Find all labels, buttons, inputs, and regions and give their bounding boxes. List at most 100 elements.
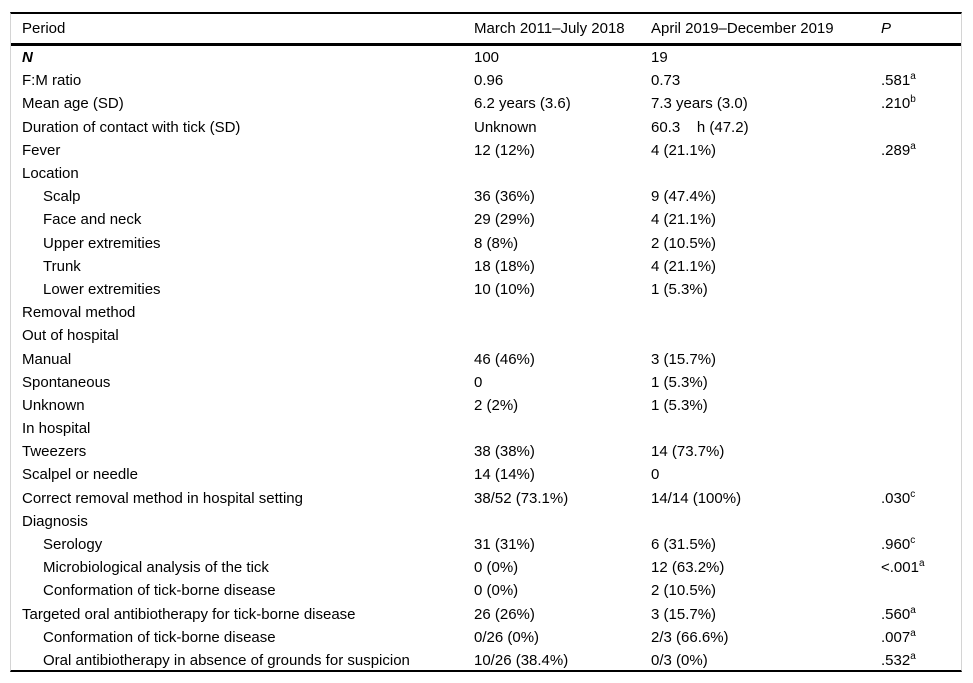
value-period-2: 60.3 h (47.2): [651, 118, 749, 136]
value-period-2: [651, 162, 881, 185]
p-value: .532a: [881, 650, 916, 669]
value-period-1: 31 (31%): [474, 536, 535, 554]
value-period-1: [474, 510, 651, 533]
row-label: Mean age (SD): [22, 95, 124, 113]
row-label: Unknown: [22, 396, 85, 414]
row-label: Correct removal method in hospital setti…: [22, 489, 303, 507]
value-period-2: 14/14 (100%): [651, 489, 742, 507]
row-label: Microbiological analysis of the tick: [43, 559, 269, 577]
row-label: Location: [22, 165, 79, 183]
table-row: Scalp 36 (36%) 9 (47.4%): [11, 185, 961, 208]
row-label: Conformation of tick-borne disease: [43, 628, 276, 646]
value-period-2: 0.73: [651, 72, 681, 90]
table-row: Manual 46 (46%) 3 (15.7%): [11, 347, 961, 370]
table-header: Period March 2011–July 2018 April 2019–D…: [11, 14, 961, 46]
value-period-2: 4 (21.1%): [651, 211, 717, 229]
p-value: .210b: [881, 94, 916, 113]
p-value-footnote-marker: a: [910, 604, 916, 616]
value-period-1: 14 (14%): [474, 466, 535, 484]
p-value: .960c: [881, 535, 916, 554]
table-row: Correct removal method in hospital setti…: [11, 487, 961, 510]
value-period-1: [474, 417, 651, 440]
header-row: Period March 2011–July 2018 April 2019–D…: [11, 14, 961, 46]
table-row: Serology 31 (31%) 6 (31.5%) .960c: [11, 533, 961, 556]
value-period-1: 0/26 (0%): [474, 628, 540, 646]
value-period-2: 9 (47.4%): [651, 188, 717, 206]
table-row: Trunk 18 (18%) 4 (21.1%): [11, 255, 961, 278]
value-period-2: 1 (5.3%): [651, 280, 708, 298]
p-value-footnote-marker: a: [910, 71, 916, 83]
row-label: Conformation of tick-borne disease: [43, 582, 276, 600]
table-row: Conformation of tick-borne disease 0/26 (…: [11, 626, 961, 649]
value-period-1: 2 (2%): [474, 396, 519, 414]
row-label: N: [22, 49, 33, 67]
p-value: [881, 208, 961, 231]
p-value: [881, 440, 961, 463]
table-row: Lower extremities 10 (10%) 1 (5.3%): [11, 278, 961, 301]
p-value-footnote-marker: b: [910, 94, 916, 106]
row-label: Spontaneous: [22, 373, 111, 391]
p-value-footnote-marker: a: [910, 140, 916, 152]
p-value: <.001a: [881, 558, 925, 577]
table-row: Face and neck 29 (29%) 4 (21.1%): [11, 208, 961, 231]
value-period-1: [474, 324, 651, 347]
row-label: Out of hospital: [22, 327, 119, 345]
value-period-1: 38/52 (73.1%): [474, 489, 569, 507]
table-row: Tweezers 38 (38%) 14 (73.7%): [11, 440, 961, 463]
value-period-2: [651, 510, 881, 533]
p-value: [881, 45, 961, 70]
col-header-period: Period: [11, 14, 474, 46]
value-period-1: 46 (46%): [474, 350, 535, 368]
table-row: Duration of contact with tick (SD) Unknow…: [11, 116, 961, 139]
row-label: Lower extremities: [43, 280, 161, 298]
row-label: Scalp: [43, 188, 81, 206]
value-period-1: 0 (0%): [474, 559, 519, 577]
row-label: Targeted oral antibiotherapy for tick-bo…: [22, 605, 356, 623]
row-label: F:M ratio: [22, 72, 82, 90]
value-period-1: 29 (29%): [474, 211, 535, 229]
value-period-2: 6 (31.5%): [651, 536, 717, 554]
value-period-2: 19: [651, 49, 668, 67]
p-value: [881, 185, 961, 208]
table-row: In hospital: [11, 417, 961, 440]
p-value: [881, 278, 961, 301]
table-row: Spontaneous 0 1 (5.3%): [11, 371, 961, 394]
p-value: .581a: [881, 71, 916, 90]
value-period-2: 7.3 years (3.0): [651, 95, 748, 113]
row-label: In hospital: [22, 420, 91, 438]
value-period-2: 4 (21.1%): [651, 141, 717, 159]
value-period-1: 0 (0%): [474, 582, 519, 600]
value-period-1: 10 (10%): [474, 280, 535, 298]
p-value: [881, 347, 961, 370]
p-value-footnote-marker: a: [918, 558, 925, 570]
value-period-2: [651, 301, 881, 324]
table-row: Diagnosis: [11, 510, 961, 533]
value-period-1: 100: [474, 49, 500, 67]
p-value: [881, 463, 961, 486]
table-row: Unknown 2 (2%) 1 (5.3%): [11, 394, 961, 417]
value-period-2: 2 (10.5%): [651, 234, 717, 252]
p-value: [881, 116, 961, 139]
value-period-2: 2 (10.5%): [651, 582, 717, 600]
value-period-1: 18 (18%): [474, 257, 535, 275]
value-period-2: 0/3 (0%): [651, 651, 708, 669]
value-period-2: 12 (63.2%): [651, 559, 725, 577]
table-row: Location: [11, 162, 961, 185]
value-period-2: 2/3 (66.6%): [651, 628, 729, 646]
comparison-table: Period March 2011–July 2018 April 2019–D…: [11, 14, 961, 672]
row-label: Removal method: [22, 304, 136, 322]
value-period-1: 10/26 (38.4%): [474, 651, 569, 669]
p-value: [881, 162, 961, 185]
value-period-1: 36 (36%): [474, 188, 535, 206]
p-value: [881, 510, 961, 533]
value-period-1: 0: [474, 373, 483, 391]
row-label: Duration of contact with tick (SD): [22, 118, 241, 136]
value-period-1: 26 (26%): [474, 605, 535, 623]
table-row: Scalpel or needle 14 (14%) 0: [11, 463, 961, 486]
row-label: Oral antibiotherapy in absence of ground…: [43, 651, 410, 669]
p-value: [881, 255, 961, 278]
row-label: Fever: [22, 141, 61, 159]
value-period-2: [651, 417, 881, 440]
p-value: [881, 417, 961, 440]
table-row: Out of hospital: [11, 324, 961, 347]
